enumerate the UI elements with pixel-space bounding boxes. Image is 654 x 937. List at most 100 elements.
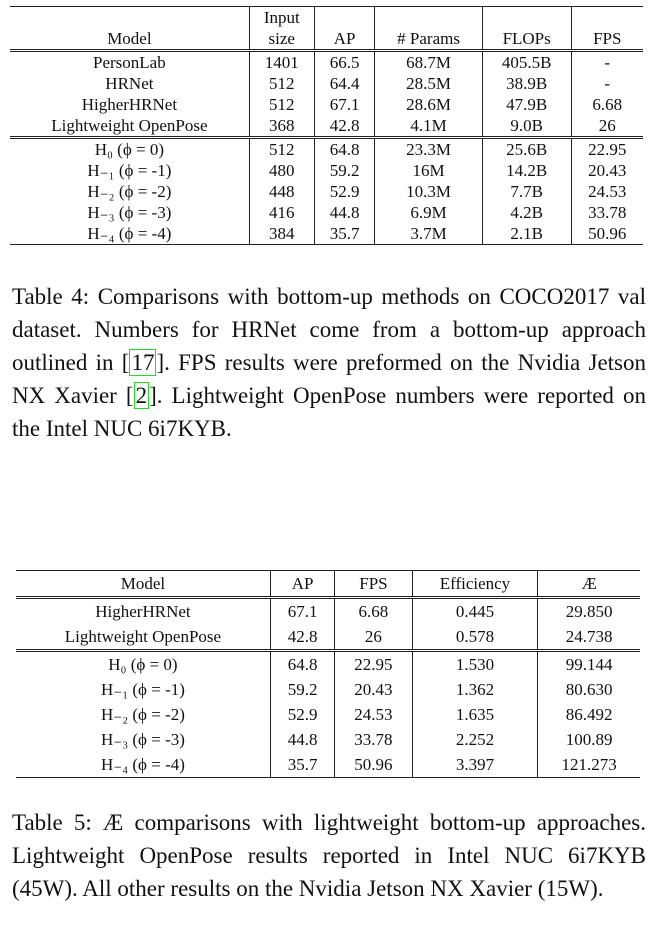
cell: 1401 <box>248 50 315 73</box>
table-header: Model AP FPS Efficiency Æ <box>16 570 640 598</box>
cell: 68.7M <box>374 50 483 73</box>
column-header: # Params <box>374 6 483 51</box>
cell: 28.6M <box>374 94 483 115</box>
cell: 66.5 <box>313 50 375 73</box>
column-header: AP <box>313 6 375 51</box>
cell: 64.4 <box>313 73 375 94</box>
cell: 26 <box>570 115 643 138</box>
cell: 512 <box>248 94 315 115</box>
cell: 33.78 <box>334 727 413 752</box>
cell: 80.630 <box>537 677 640 702</box>
cell: 512 <box>248 73 315 94</box>
header-row: Model AP FPS Efficiency Æ <box>16 570 640 598</box>
table-row: H₋₂ (ϕ = -2) 448 52.9 10.3M 7.7B 24.53 <box>10 181 643 202</box>
table-row: H₋₁ (ϕ = -1) 59.2 20.43 1.362 80.630 <box>16 677 640 702</box>
model-name: H₋₁ (ϕ = -1) <box>100 680 185 699</box>
column-header: FPS <box>334 570 413 598</box>
citation-link[interactable]: 2 <box>133 382 150 409</box>
cell: 3.7M <box>374 223 483 245</box>
cell: 67.1 <box>313 94 375 115</box>
column-header: Æ <box>537 570 640 598</box>
table-row: H₋₄ (ϕ = -4) 384 35.7 3.7M 2.1B 50.96 <box>10 223 643 245</box>
caption-text: Table 5: Æ comparisons with lightweight … <box>12 810 646 901</box>
model-name: H₀ (ϕ = 0) <box>108 655 178 674</box>
cell: 9.0B <box>481 115 572 138</box>
cell: 50.96 <box>570 223 643 245</box>
cell: 448 <box>248 181 315 202</box>
cell: 33.78 <box>570 202 643 223</box>
model-name: H₋₂ (ϕ = -2) <box>87 182 172 201</box>
cell: 52.9 <box>313 181 375 202</box>
cell: 59.2 <box>269 677 335 702</box>
model-name: HigherHRNet <box>81 95 178 114</box>
caption: Table 5: Æ comparisons with lightweight … <box>12 806 646 905</box>
table: Model Input size AP # Params FLOPs FPS PersonL… <box>10 6 643 245</box>
model-name: H₋₃ (ϕ = -3) <box>87 203 172 222</box>
cell: 100.89 <box>537 727 640 752</box>
cell: 121.273 <box>537 752 640 778</box>
column-header: Input size <box>248 6 315 51</box>
caption-text: ]. Lightweight OpenPose numbers were rep… <box>12 383 646 441</box>
cell: 7.7B <box>481 181 572 202</box>
cell: 1.530 <box>411 650 538 677</box>
cell: 512 <box>248 137 315 160</box>
cell: 22.95 <box>570 137 643 160</box>
cell: 52.9 <box>269 702 335 727</box>
cell: 405.5B <box>481 50 572 73</box>
cell: 35.7 <box>269 752 335 778</box>
cell: 64.8 <box>269 650 335 677</box>
cell: 20.43 <box>570 160 643 181</box>
model-name: H₋₁ (ϕ = -1) <box>87 161 172 180</box>
model-name: H₋₂ (ϕ = -2) <box>100 705 185 724</box>
header-row: Model Input size AP # Params FLOPs FPS <box>10 6 643 51</box>
cell: 67.1 <box>269 597 335 624</box>
cell: 384 <box>248 223 315 245</box>
model-name: H₀ (ϕ = 0) <box>94 140 165 159</box>
cell: 6.68 <box>570 94 643 115</box>
cell: 2.1B <box>481 223 572 245</box>
cell: 20.43 <box>334 677 413 702</box>
table-row: HRNet 512 64.4 28.5M 38.9B - <box>10 73 643 94</box>
cell: 2.252 <box>411 727 538 752</box>
table-row: HigherHRNet 67.1 6.68 0.445 29.850 <box>16 597 640 624</box>
cell: - <box>570 50 643 73</box>
cell: 368 <box>248 115 315 138</box>
cell: 1.362 <box>411 677 538 702</box>
table-row: H₋₃ (ϕ = -3) 416 44.8 6.9M 4.2B 33.78 <box>10 202 643 223</box>
table-row: PersonLab 1401 66.5 68.7M 405.5B - <box>10 50 643 73</box>
cell: 0.445 <box>411 597 538 624</box>
cell: 26 <box>334 624 413 651</box>
cell: 480 <box>248 160 315 181</box>
caption: Table 4: Comparisons with bottom-up meth… <box>12 280 646 445</box>
cell: 22.95 <box>334 650 413 677</box>
cell: 6.9M <box>374 202 483 223</box>
model-name: Lightweight OpenPose <box>51 116 208 135</box>
citation-link[interactable]: 17 <box>129 349 157 376</box>
table-body: HigherHRNet 67.1 6.68 0.445 29.850 Lightweigh… <box>16 597 640 778</box>
model-name: HRNet <box>105 74 154 93</box>
table-row: H₋₄ (ϕ = -4) 35.7 50.96 3.397 121.273 <box>16 752 640 778</box>
table-row: H₋₂ (ϕ = -2) 52.9 24.53 1.635 86.492 <box>16 702 640 727</box>
cell: 35.7 <box>313 223 375 245</box>
column-header: FPS <box>570 6 643 51</box>
column-header: Model <box>120 574 166 593</box>
cell: 28.5M <box>374 73 483 94</box>
column-header: Efficiency <box>411 570 538 598</box>
table-row: H₀ (ϕ = 0) 512 64.8 23.3M 25.6B 22.95 <box>10 137 643 160</box>
cell: 4.1M <box>374 115 483 138</box>
cell: 29.850 <box>537 597 640 624</box>
cell: 16M <box>374 160 483 181</box>
cell: 416 <box>248 202 315 223</box>
table-body: PersonLab 1401 66.5 68.7M 405.5B - HRNet 512 64.… <box>10 50 643 245</box>
cell: - <box>570 73 643 94</box>
cell: 38.9B <box>481 73 572 94</box>
model-name: H₋₄ (ϕ = -4) <box>100 755 185 774</box>
table-row: H₀ (ϕ = 0) 64.8 22.95 1.530 99.144 <box>16 650 640 677</box>
cell: 44.8 <box>313 202 375 223</box>
model-name: H₋₃ (ϕ = -3) <box>100 730 185 749</box>
cell: 86.492 <box>537 702 640 727</box>
cell: 25.6B <box>481 137 572 160</box>
cell: 23.3M <box>374 137 483 160</box>
cell: 14.2B <box>481 160 572 181</box>
